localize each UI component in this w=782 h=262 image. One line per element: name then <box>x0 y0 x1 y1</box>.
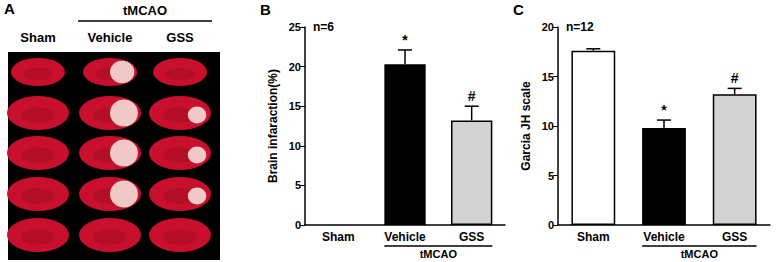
svg-text:#: # <box>731 70 739 86</box>
svg-text:0: 0 <box>548 219 554 231</box>
svg-text:tMCAO: tMCAO <box>123 3 167 18</box>
svg-text:Vehicle: Vehicle <box>88 30 133 45</box>
svg-text:#: # <box>468 88 476 104</box>
svg-text:20: 20 <box>289 61 301 73</box>
svg-text:10: 10 <box>289 140 301 152</box>
svg-text:10: 10 <box>542 120 554 132</box>
svg-text:tMCAO: tMCAO <box>681 248 719 260</box>
svg-text:Vehicle: Vehicle <box>643 230 685 244</box>
svg-text:Sham: Sham <box>20 30 55 45</box>
svg-text:n=12: n=12 <box>566 20 594 34</box>
svg-text:Vehicle: Vehicle <box>384 230 426 244</box>
svg-text:Sham: Sham <box>577 230 610 244</box>
svg-text:15: 15 <box>542 71 554 83</box>
svg-text:GSS: GSS <box>722 230 747 244</box>
svg-text:C: C <box>513 1 524 18</box>
svg-text:5: 5 <box>295 179 301 191</box>
svg-text:Brain infaraction(%): Brain infaraction(%) <box>266 69 280 183</box>
svg-text:0: 0 <box>295 219 301 231</box>
svg-text:15: 15 <box>289 100 301 112</box>
svg-text:20: 20 <box>542 21 554 33</box>
svg-text:*: * <box>661 102 667 118</box>
svg-text:n=6: n=6 <box>313 20 334 34</box>
svg-text:GSS: GSS <box>166 30 194 45</box>
svg-text:B: B <box>260 1 271 18</box>
svg-text:*: * <box>402 32 408 48</box>
svg-text:5: 5 <box>548 170 554 182</box>
svg-text:tMCAO: tMCAO <box>420 248 458 260</box>
svg-text:25: 25 <box>289 21 301 33</box>
svg-text:Garcia JH scale: Garcia JH scale <box>519 81 533 171</box>
svg-text:A: A <box>4 0 15 17</box>
svg-text:Sham: Sham <box>322 230 355 244</box>
svg-text:GSS: GSS <box>459 230 484 244</box>
